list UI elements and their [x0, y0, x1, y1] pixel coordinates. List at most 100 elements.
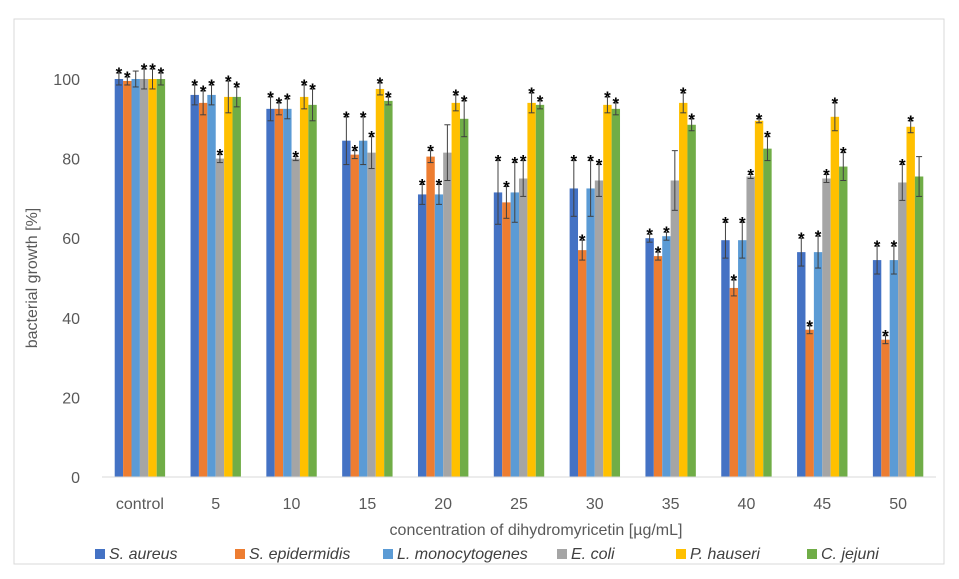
x-tick-label: 50 [889, 496, 907, 513]
bar [291, 158, 300, 477]
x-tick-label: 45 [813, 496, 831, 513]
significance-marker: * [571, 152, 578, 171]
bar [527, 102, 536, 477]
bar [687, 124, 696, 478]
legend-label: E. coli [571, 546, 615, 563]
bar [493, 192, 503, 477]
bar [872, 260, 882, 477]
bar [139, 79, 149, 477]
legend-label: S. epidermidis [249, 546, 350, 563]
significance-marker: * [907, 112, 914, 131]
significance-marker: * [124, 68, 131, 87]
significance-marker: * [276, 94, 283, 113]
bar [763, 148, 772, 477]
significance-marker: * [360, 108, 367, 127]
significance-marker: * [158, 64, 165, 83]
bar [266, 108, 275, 477]
significance-marker: * [503, 177, 510, 196]
legend-swatch [557, 549, 567, 559]
x-tick-label: 15 [358, 496, 376, 513]
significance-marker: * [798, 229, 805, 248]
y-tick-label: 0 [71, 470, 80, 487]
bar [156, 79, 166, 477]
bar [805, 329, 814, 477]
bar [569, 188, 579, 477]
significance-marker: * [579, 231, 586, 250]
bar [451, 102, 460, 477]
bar [299, 96, 309, 477]
bar [131, 79, 140, 477]
bar [881, 339, 890, 477]
significance-marker: * [368, 128, 375, 147]
bar [797, 252, 806, 477]
significance-marker: * [217, 146, 224, 165]
y-tick-label: 60 [62, 231, 80, 248]
bar [434, 194, 444, 478]
bar [746, 176, 755, 477]
significance-marker: * [343, 108, 350, 127]
significance-marker: * [528, 84, 535, 103]
bar [426, 156, 435, 478]
legend: S. aureus S. epidermidis L. monocytogenes E… [95, 546, 879, 563]
bar [198, 102, 208, 477]
significance-marker: * [646, 225, 653, 244]
x-tick-label: 40 [738, 496, 756, 513]
bar [679, 102, 688, 477]
significance-marker: * [116, 64, 123, 83]
significance-marker: * [301, 76, 308, 95]
legend-label: C. jejuni [821, 546, 879, 563]
significance-marker: * [604, 88, 611, 107]
x-tick-label: control [116, 496, 164, 513]
significance-marker: * [233, 78, 240, 97]
significance-marker: * [200, 82, 207, 101]
y-tick-label: 100 [53, 72, 80, 89]
significance-marker: * [899, 156, 906, 175]
bar [342, 140, 351, 477]
bar [535, 104, 545, 478]
significance-marker: * [427, 142, 434, 161]
bar [662, 236, 671, 477]
y-tick-label: 20 [62, 390, 80, 407]
bar [123, 80, 132, 478]
significance-marker: * [537, 92, 544, 111]
significance-marker: * [655, 243, 662, 262]
significance-marker: * [461, 92, 468, 111]
bar [578, 250, 587, 477]
bar [830, 116, 840, 477]
legend-swatch [807, 549, 817, 559]
significance-marker: * [385, 88, 392, 107]
significance-marker: * [267, 88, 274, 107]
bar [207, 94, 216, 478]
bar [367, 152, 376, 477]
bar [889, 260, 899, 477]
significance-marker: * [739, 213, 746, 232]
significance-marker: * [663, 223, 670, 242]
bar [308, 104, 317, 478]
bar [443, 152, 452, 477]
legend-swatch [676, 549, 686, 559]
bar [459, 118, 469, 478]
significance-marker: * [309, 80, 316, 99]
significance-marker: * [284, 90, 291, 109]
x-tick-label: 20 [434, 496, 452, 513]
legend-label: L. monocytogenes [397, 546, 528, 563]
significance-marker: * [747, 166, 754, 185]
bar [502, 202, 511, 477]
bar [645, 238, 654, 477]
bar [510, 192, 519, 477]
bar [914, 176, 924, 477]
significance-marker: * [292, 148, 299, 167]
x-tick-label: 5 [211, 496, 220, 513]
bar [603, 104, 612, 478]
significance-marker: * [680, 84, 687, 103]
significance-marker: * [823, 166, 830, 185]
bar [350, 154, 359, 477]
bar [274, 108, 284, 477]
significance-marker: * [377, 74, 384, 93]
x-tick-label: 10 [283, 496, 301, 513]
significance-marker: * [419, 175, 426, 194]
legend-swatch [95, 549, 105, 559]
bar [519, 178, 528, 477]
bar [653, 256, 663, 477]
